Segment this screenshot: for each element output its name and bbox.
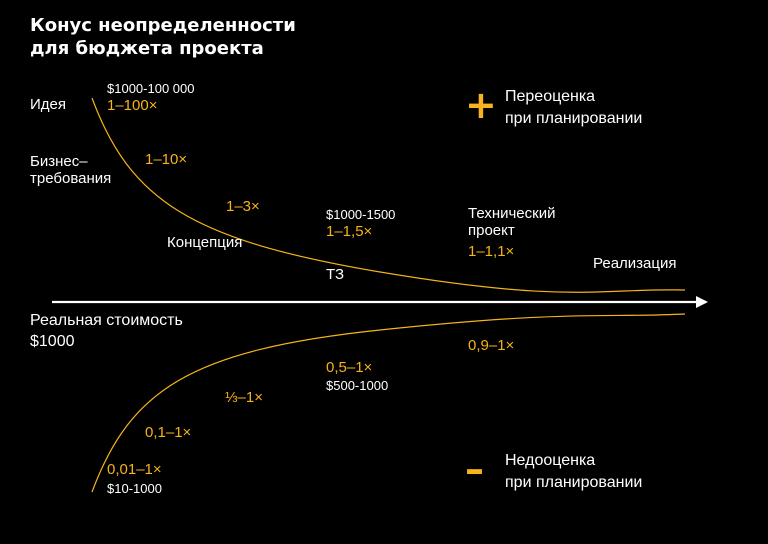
diagram-title: Конус неопределенности для бюджета проек… [30,14,296,60]
stage-idea: Идея [30,96,66,113]
minus-icon: – [465,447,484,491]
title-line-2: для бюджета проекта [30,38,264,59]
stage-concept: Концепция [167,234,243,251]
real-cost-label: Реальная стоимость [30,312,183,329]
lower-cone-curve [91,313,686,493]
stage-business-requirements: Бизнес– требования [30,153,112,187]
lower-idea-factor: 0,01–1× [107,461,162,478]
real-cost-value: $1000 [30,333,75,350]
lower-idea-range: $10-1000 [107,481,162,496]
lower-business-factor: 0,1–1× [145,424,192,441]
lower-concept-factor: ⅓–1× [225,389,263,406]
upper-idea-factor: 1–100× [107,97,158,114]
lower-tz-range: $500-1000 [326,378,389,393]
upper-concept-factor: 1–3× [226,198,260,215]
lower-tz-factor: 0,5–1× [326,359,373,376]
upper-cone-curve [91,97,686,293]
lower-tech-factor: 0,9–1× [468,337,515,354]
upper-tz-factor: 1–1,5× [326,223,373,240]
stage-technical-project: Технический проект [468,205,556,239]
plus-icon: + [465,83,497,127]
stage-tz: ТЗ [326,266,345,283]
overestimate-text: Переоценка при планировании [505,88,643,127]
upper-tech-factor: 1–1,1× [468,243,515,260]
title-line-1: Конус неопределенности [30,15,296,36]
upper-idea-range: $1000-100 000 [107,81,195,96]
upper-business-factor: 1–10× [145,151,188,168]
upper-tz-range: $1000-1500 [326,207,396,222]
underestimate-text: Недооценка при планировании [505,452,643,491]
stage-realization: Реализация [593,255,677,272]
